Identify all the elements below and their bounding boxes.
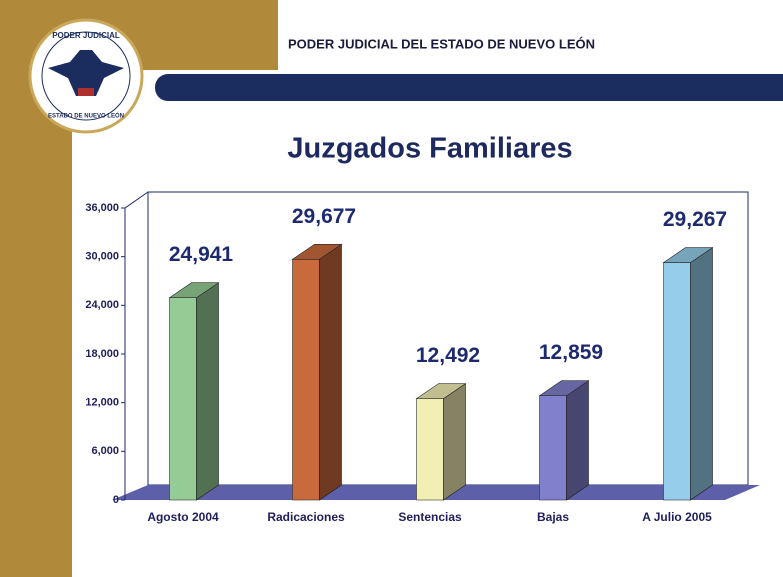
bar bbox=[416, 398, 444, 501]
bar bbox=[292, 258, 320, 501]
y-tick-label: 36,000 bbox=[85, 202, 119, 214]
value-label: 24,941 bbox=[169, 243, 234, 266]
chart-title: Juzgados Familiares bbox=[287, 133, 572, 165]
x-tick-label: Radicaciones bbox=[267, 510, 345, 524]
bar bbox=[169, 297, 197, 501]
y-tick-label: 12,000 bbox=[85, 397, 119, 409]
y-tick-label: 30,000 bbox=[85, 251, 119, 263]
bar-side bbox=[443, 383, 466, 501]
logo-eagle bbox=[48, 50, 124, 96]
x-tick-label: Bajas bbox=[537, 510, 569, 524]
x-tick-label: A Julio 2005 bbox=[642, 510, 712, 524]
y-tick-label: 0 bbox=[113, 494, 119, 506]
bar-side bbox=[690, 247, 713, 501]
y-tick-label: 24,000 bbox=[85, 299, 119, 311]
value-label: 29,267 bbox=[663, 208, 727, 231]
logo-flag bbox=[78, 88, 94, 96]
bar-side bbox=[196, 282, 219, 501]
bar-top bbox=[662, 247, 714, 263]
x-tick-label: Sentencias bbox=[398, 510, 462, 524]
x-tick-label: Agosto 2004 bbox=[147, 510, 219, 524]
header-bar bbox=[155, 74, 783, 101]
y-tick-label: 18,000 bbox=[85, 348, 119, 360]
y-tick-label: 6,000 bbox=[91, 445, 119, 457]
value-label: 29,677 bbox=[292, 205, 356, 228]
bar-top bbox=[415, 383, 467, 399]
logo: PODER JUDICIAL ESTADO DE NUEVO LEÓN bbox=[28, 18, 144, 134]
bar-top bbox=[291, 243, 343, 260]
wall-edge bbox=[124, 191, 149, 209]
header-title: PODER JUDICIAL DEL ESTADO DE NUEVO LEÓN bbox=[288, 36, 595, 51]
value-label: 12,859 bbox=[539, 341, 603, 364]
value-label: 12,492 bbox=[416, 344, 480, 367]
bar-side bbox=[319, 243, 342, 501]
logo-bottom-text: ESTADO DE NUEVO LEÓN bbox=[48, 112, 124, 120]
bar-top bbox=[168, 282, 220, 299]
bar-side bbox=[566, 380, 589, 501]
bar-top bbox=[538, 380, 590, 396]
logo-inner bbox=[41, 31, 131, 121]
bar bbox=[539, 395, 567, 501]
bar bbox=[663, 262, 691, 501]
logo-top-text: PODER JUDICIAL bbox=[52, 31, 120, 40]
